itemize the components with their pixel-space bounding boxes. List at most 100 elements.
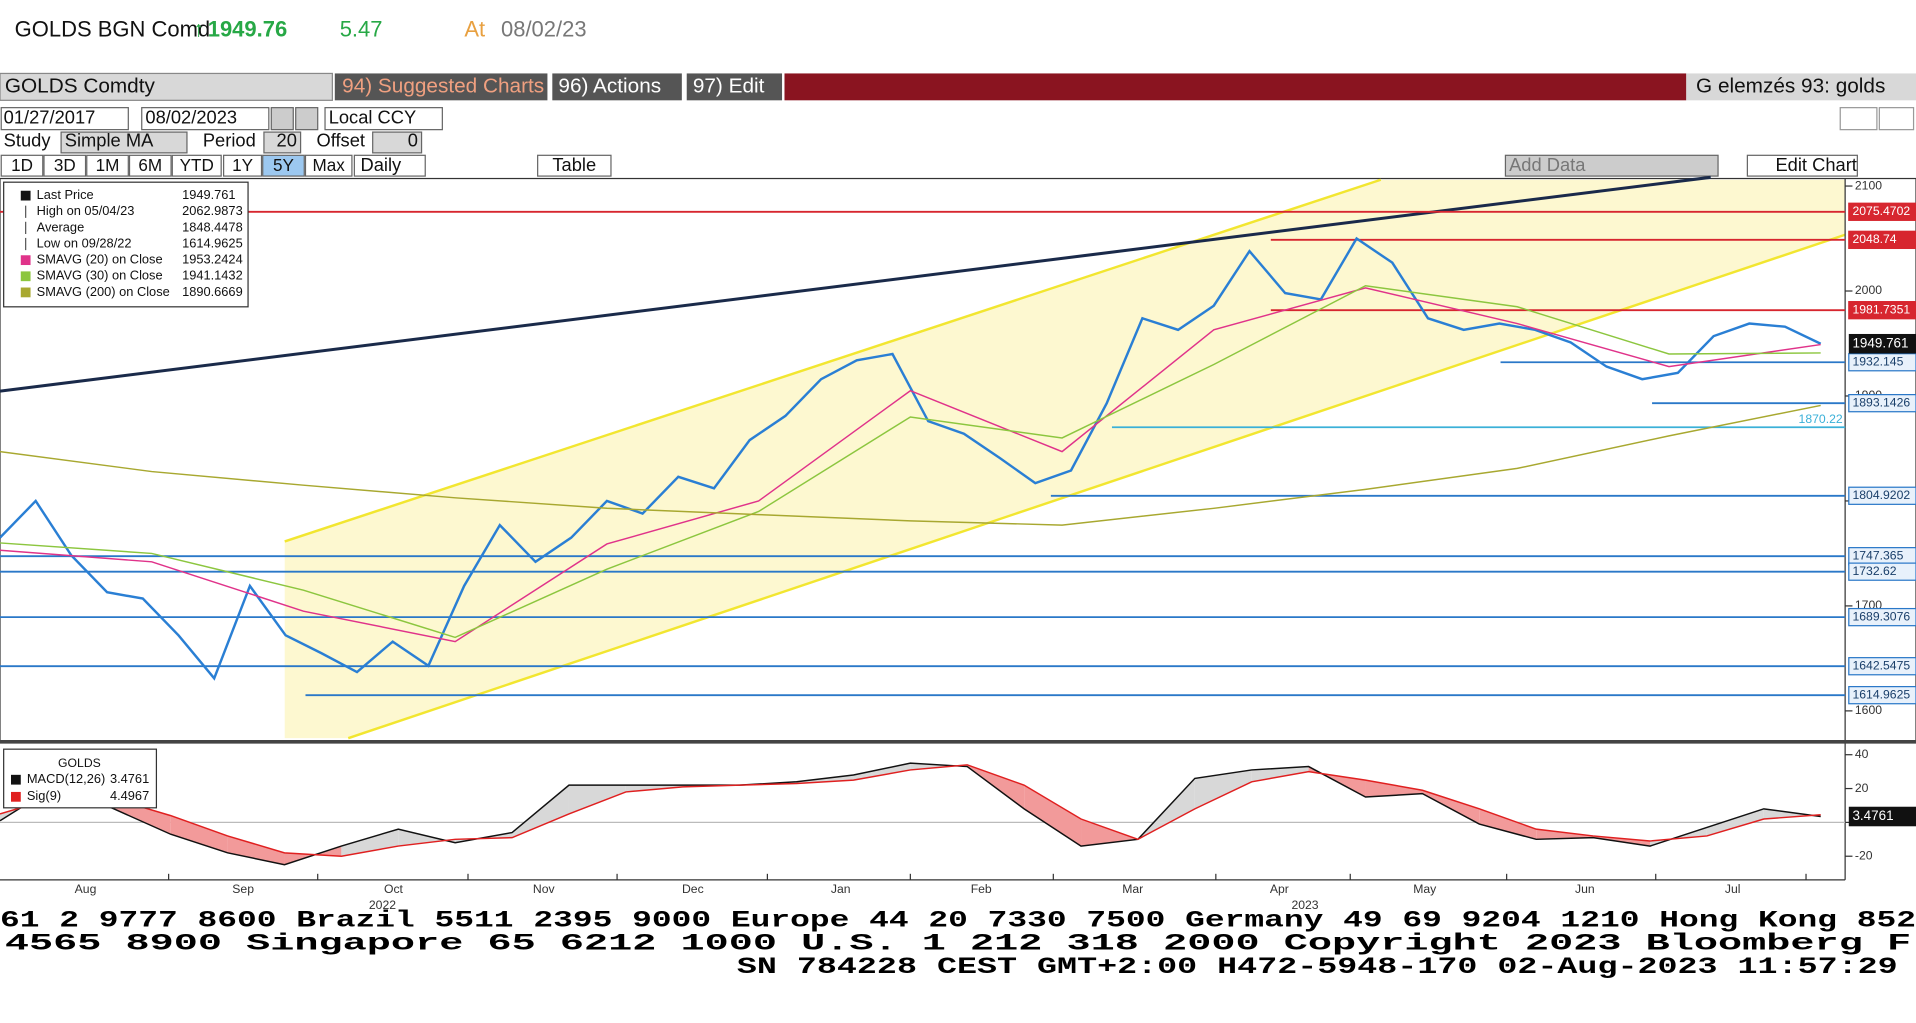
y-tick-label: 2100 [1855,178,1882,192]
period-label: Period [203,130,256,151]
month-label: Sep [232,882,254,896]
macd-fill [1479,808,1537,840]
level-box [1848,686,1916,705]
macd-fill [1706,808,1764,836]
redo-button[interactable] [1878,107,1915,131]
level-label: 2075.4702 [1852,204,1910,218]
ticker-box[interactable] [0,72,333,101]
legend-label: SMAVG (30) on Close [37,268,163,283]
macd-last-box [1848,806,1916,827]
range-label: 3D [54,156,76,175]
level-label: 1981.7351 [1852,302,1910,316]
study-select[interactable] [60,131,188,154]
change: 5.47 [340,16,383,41]
offset-input[interactable] [372,131,423,154]
last-price-label: 1949.761 [1852,335,1908,350]
series-line [0,764,1821,857]
macd-last-label: 3.4761 [1852,808,1893,823]
year-label: 2022 [369,898,396,912]
range-button[interactable] [128,154,172,177]
month-label: Jul [1725,882,1741,896]
level-label: 1804.9202 [1852,488,1910,502]
undo-button[interactable] [1839,107,1878,131]
series-line [0,285,1821,639]
offset-label: Offset [316,130,365,151]
legend-value: 1949.761 [182,187,236,202]
edit-chart-button[interactable] [1746,154,1858,177]
month-label: May [1413,882,1437,896]
level-label: 1747.365 [1852,548,1903,562]
channel-lower [347,233,1846,740]
security: GOLDS BGN Comd [15,16,210,41]
legend-value: 1614.9625 [182,235,243,250]
range-button[interactable] [304,154,353,177]
level-box [1848,230,1916,250]
end-date-input[interactable] [141,107,270,131]
macd-fill [341,829,399,857]
level-label: 1614.9625 [1852,687,1910,701]
prev-button[interactable] [270,107,294,131]
level-box [1848,202,1916,221]
legend-swatch [20,190,31,201]
range-button[interactable] [262,154,305,177]
range-label: 1D [11,156,33,175]
level-label: 2048.74 [1852,232,1896,246]
level-box [1848,353,1916,372]
start-date: 01/27/2017 [4,106,96,127]
start-date-input[interactable] [0,107,129,131]
month-label: Apr [1270,882,1289,896]
level-box [1848,394,1916,413]
level-label: 1689.3076 [1852,609,1910,623]
range-button[interactable] [43,154,87,177]
level-box [1848,562,1916,581]
range-label: 1M [96,156,120,175]
level-box [1848,607,1916,627]
edit-chart: Edit Chart [1775,154,1856,175]
range-button[interactable] [0,154,44,177]
series-line [0,287,1821,643]
legend-label: MACD(12,26) [27,771,105,786]
month-label: Jun [1575,882,1595,896]
table-label: Table [552,154,596,175]
next-button[interactable] [295,107,319,131]
macd-fill [1194,769,1252,809]
range-button[interactable] [86,154,129,177]
range-label: 1Y [232,156,254,175]
macd-fill [1024,785,1082,847]
macd-fill [1365,780,1423,798]
legend-label: High on 05/04/23 [37,203,135,218]
add-data: Add Data [1509,154,1586,175]
macd-fill [568,785,626,814]
menu-button[interactable] [334,73,548,101]
legend-value: 1953.2424 [182,252,243,267]
footer-line: SN 784228 CEST GMT+2:00 H472-5948-170 02… [737,954,1898,980]
level-box [1848,301,1916,320]
macd-fill [512,785,569,838]
range-button[interactable] [223,154,263,177]
menu-button[interactable] [686,73,783,101]
y-tick-label: -20 [1855,848,1873,862]
table-button[interactable] [537,154,612,177]
level-label: 1893.1426 [1852,395,1910,409]
range-label: Max [313,156,346,175]
month-label: Mar [1122,882,1143,896]
legend-value: 1890.6669 [182,284,243,299]
frequency-select[interactable] [353,154,426,177]
period-input[interactable] [263,131,302,154]
level-label: 1732.62 [1852,564,1896,578]
legend-label: SMAVG (200) on Close [37,284,170,299]
range-label: 6M [138,156,162,175]
menu-label: 96) Actions [558,74,661,97]
currency-select[interactable] [324,107,443,131]
range-label: 5Y [273,156,295,175]
range-button[interactable] [171,154,222,177]
add-data-input[interactable] [1504,154,1719,177]
menu-label: 97) Edit [693,74,765,97]
offset: 0 [408,130,418,151]
footer-line: 61 2 9777 8600 Brazil 5511 2395 9000 Eur… [0,907,1916,933]
menu-button[interactable] [552,73,682,101]
month-label: Oct [384,882,404,896]
legend-value: 4.4967 [110,788,149,803]
legend-value: 1848.4478 [182,219,243,234]
